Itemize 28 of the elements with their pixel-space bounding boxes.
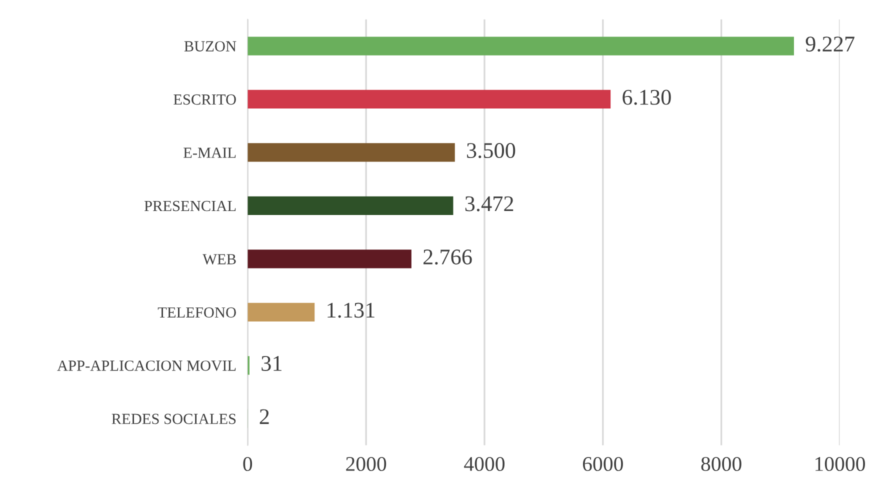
bar [248, 143, 455, 162]
data-label: 3.472 [465, 196, 514, 212]
bar [248, 250, 412, 268]
x-tick-label: 6000 [582, 456, 623, 472]
y-tick-label: WEB [202, 254, 236, 264]
bar [248, 36, 794, 56]
x-tick-label: 4000 [464, 456, 505, 472]
data-label: 2 [260, 409, 269, 424]
data-label: 31 [262, 356, 282, 371]
y-tick-label: APP-APLICACION MOVIL [57, 360, 236, 371]
y-tick-label: ESCRITO [174, 94, 236, 105]
y-tick-label: TELEFONO [158, 307, 236, 318]
y-tick-label: PRESENCIAL [144, 200, 236, 212]
y-tick-label: E-MAIL [184, 148, 236, 158]
bar [248, 302, 315, 322]
data-label: 3.500 [467, 143, 516, 158]
bar [248, 196, 454, 216]
bar [248, 90, 611, 109]
data-label: 9.227 [806, 36, 854, 52]
x-tick-label: 8000 [701, 456, 742, 472]
x-tick-label: 2000 [346, 456, 386, 472]
x-tick-label: 10000 [816, 456, 865, 472]
x-tick-label: 0 [243, 456, 252, 472]
data-label: 1.131 [328, 302, 374, 318]
y-tick-label: BUZON [184, 41, 236, 52]
data-label: 6.130 [622, 90, 671, 105]
data-label: 2.766 [424, 250, 472, 265]
y-tick-label: REDES SOCIALES [112, 414, 236, 424]
